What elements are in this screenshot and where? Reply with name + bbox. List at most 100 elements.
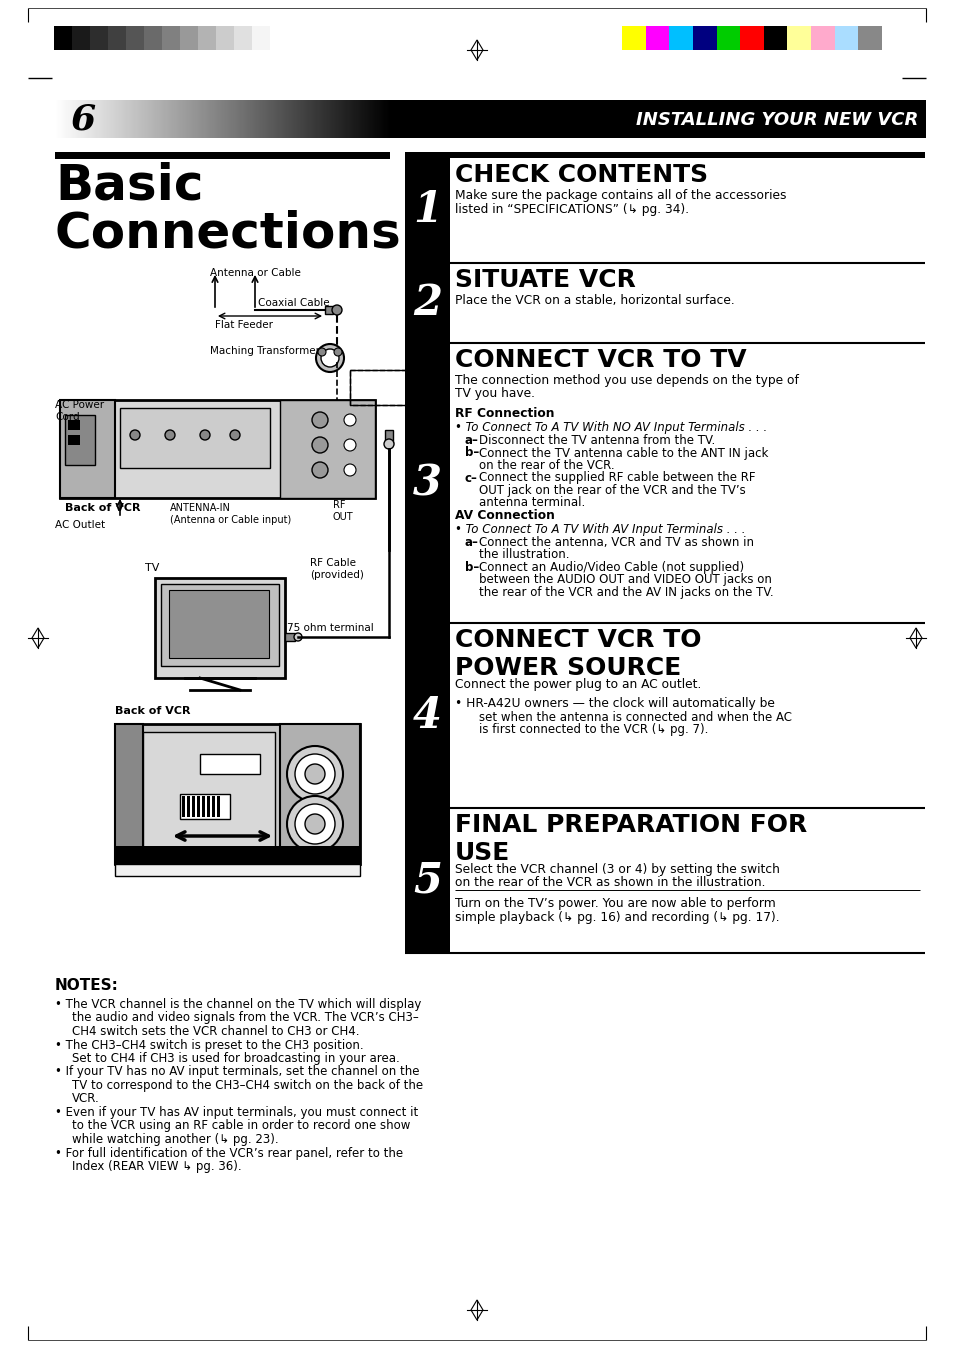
Bar (374, 100, 375, 137)
Bar (219, 100, 220, 137)
Text: Connect the supplied RF cable between the RF: Connect the supplied RF cable between th… (478, 472, 755, 484)
Bar (335, 100, 336, 137)
Bar (120, 100, 121, 137)
Bar (311, 100, 312, 137)
Bar (327, 100, 329, 137)
Bar (90, 26, 109, 50)
Text: ANTENNA-IN
(Antenna or Cable input): ANTENNA-IN (Antenna or Cable input) (170, 503, 291, 524)
Bar (286, 100, 288, 137)
Bar (214, 100, 216, 137)
Bar (236, 100, 238, 137)
Bar (225, 100, 226, 137)
Bar (95, 100, 96, 137)
Bar (294, 100, 295, 137)
Text: Index (REAR VIEW ↳ pg. 36).: Index (REAR VIEW ↳ pg. 36). (71, 1161, 241, 1173)
Bar (245, 100, 246, 137)
Bar (60, 400, 375, 497)
Bar (112, 100, 113, 137)
Bar (267, 100, 269, 137)
Text: simple playback (↳ pg. 16) and recording (↳ pg. 17).: simple playback (↳ pg. 16) and recording… (455, 910, 779, 923)
Bar (210, 100, 212, 137)
Text: Set to CH4 if CH3 is used for broadcasting in your area.: Set to CH4 if CH3 is used for broadcasti… (71, 1051, 399, 1065)
Bar (193, 100, 194, 137)
Text: RF Connection: RF Connection (455, 407, 554, 421)
Text: • For full identification of the VCR’s rear panel, refer to the: • For full identification of the VCR’s r… (55, 1147, 403, 1159)
Bar (285, 100, 286, 137)
Bar (352, 100, 354, 137)
Text: Connect the TV antenna cable to the ANT IN jack: Connect the TV antenna cable to the ANT … (478, 446, 767, 460)
Text: between the AUDIO OUT and VIDEO OUT jacks on: between the AUDIO OUT and VIDEO OUT jack… (478, 573, 771, 586)
Bar (149, 100, 151, 137)
Bar (326, 100, 328, 137)
Bar (288, 100, 290, 137)
Bar (316, 100, 317, 137)
Bar (54, 26, 72, 50)
Bar (155, 100, 157, 137)
Bar (182, 100, 184, 137)
Circle shape (332, 305, 341, 315)
Text: CONNECT VCR TO
POWER SOURCE: CONNECT VCR TO POWER SOURCE (455, 628, 700, 679)
Bar (389, 100, 390, 137)
Bar (171, 100, 172, 137)
Bar (143, 732, 274, 856)
Bar (90, 100, 91, 137)
Bar (405, 623, 450, 807)
Circle shape (334, 348, 341, 356)
Bar (332, 100, 334, 137)
Bar (141, 100, 142, 137)
Bar (310, 100, 311, 137)
Text: TV you have.: TV you have. (455, 387, 535, 400)
Bar (380, 100, 382, 137)
Bar (105, 100, 107, 137)
Bar (68, 100, 69, 137)
Circle shape (344, 414, 355, 426)
Text: Back of VCR: Back of VCR (65, 503, 140, 514)
Bar (348, 100, 350, 137)
Bar (202, 100, 204, 137)
Bar (338, 100, 340, 137)
Bar (300, 100, 302, 137)
Bar (118, 100, 120, 137)
Bar (208, 100, 210, 137)
Bar (280, 100, 282, 137)
Bar (57, 100, 59, 137)
Bar (328, 100, 330, 137)
Bar (60, 400, 115, 497)
Bar (379, 100, 381, 137)
Bar (384, 100, 386, 137)
Text: • To Connect To A TV With AV Input Terminals . . .: • To Connect To A TV With AV Input Termi… (455, 523, 744, 535)
Bar (91, 100, 93, 137)
Bar (238, 100, 239, 137)
Bar (120, 408, 270, 468)
Bar (253, 100, 255, 137)
Bar (323, 100, 324, 137)
Bar (103, 100, 105, 137)
Bar (351, 100, 353, 137)
Bar (68, 435, 80, 445)
Bar (71, 100, 72, 137)
Bar (233, 100, 235, 137)
Bar (163, 100, 165, 137)
Bar (194, 100, 196, 137)
Bar (334, 100, 335, 137)
Bar (115, 724, 143, 864)
Bar (121, 100, 122, 137)
Bar (180, 100, 181, 137)
Bar (197, 100, 199, 137)
Bar (180, 26, 198, 50)
Bar (266, 100, 268, 137)
Text: RF Cable
(provided): RF Cable (provided) (310, 558, 363, 580)
Circle shape (287, 797, 343, 852)
Bar (243, 100, 245, 137)
Text: a–: a– (464, 537, 478, 549)
Bar (834, 26, 858, 50)
Text: a–: a– (464, 434, 478, 448)
Bar (147, 100, 148, 137)
Bar (89, 100, 90, 137)
Bar (62, 100, 63, 137)
Text: AV Connection: AV Connection (455, 510, 555, 522)
Bar (350, 369, 410, 404)
Bar (382, 100, 383, 137)
Bar (191, 100, 193, 137)
Bar (66, 100, 68, 137)
